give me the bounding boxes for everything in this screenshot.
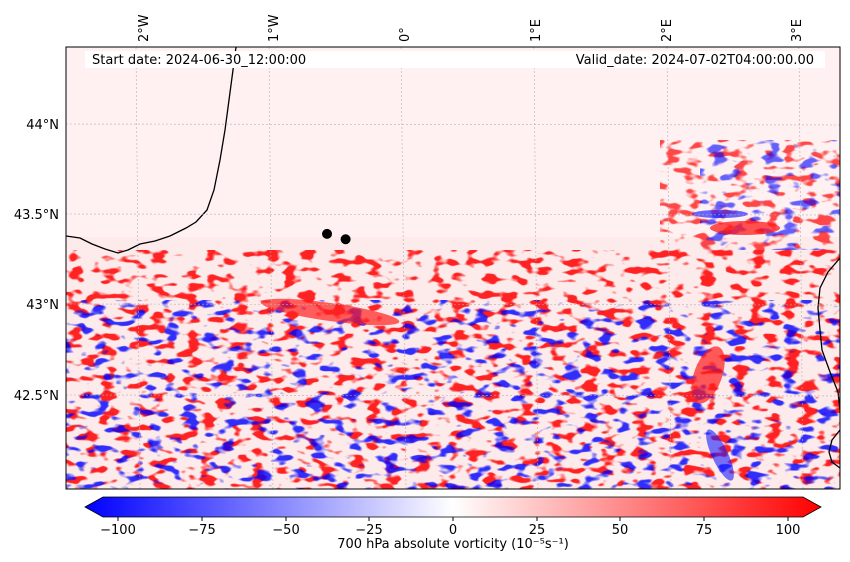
- red-feature: [260, 298, 400, 326]
- colorbar-label: 700 hPa absolute vorticity (10⁻⁵s⁻¹): [337, 537, 569, 552]
- location-marker: [340, 234, 351, 245]
- colorbar-tick-label: 75: [696, 523, 713, 538]
- lon-tick-label: 1°E: [529, 19, 544, 42]
- colorbar-tick-label: 100: [776, 523, 801, 538]
- map-border: [65, 46, 841, 490]
- lon-tick-label: 0°: [398, 27, 413, 42]
- colorbar-tick-label: 0: [449, 523, 457, 538]
- lat-tick-label: 43°N: [26, 298, 59, 313]
- red-feature: [691, 346, 725, 404]
- coastline: [817, 257, 840, 411]
- lon-tick-label: 2°W: [137, 14, 152, 42]
- blue-feature: [692, 210, 748, 218]
- lat-tick-label: 42.5°N: [14, 389, 59, 404]
- lat-tick-label: 44°N: [26, 118, 59, 133]
- longitude-ticks: 2°W 1°W 0° 1°E 2°E 3°E: [137, 14, 805, 42]
- header-strip: [85, 51, 825, 68]
- lat-tick-label: 43.5°N: [14, 208, 59, 223]
- graticule: [66, 47, 840, 489]
- colorbar-tick-label: 50: [612, 523, 629, 538]
- valid-date-label: Valid_date: 2024-07-02T04:00:00.00: [576, 53, 814, 68]
- blue-feature: [706, 429, 734, 481]
- colorbar-tick-label: −25: [355, 523, 382, 538]
- colorbar-ticks: [117, 517, 789, 521]
- coastline: [828, 429, 840, 469]
- colorbar: −100 −75 −50 −25 0 25 50 75 100 700 hPa …: [84, 496, 822, 552]
- lon-tick-label: 1°W: [267, 14, 282, 42]
- lon-tick-label: 2°E: [660, 19, 675, 42]
- lon-tick-label: 3°E: [790, 19, 805, 42]
- start-date-label: Start date: 2024-06-30_12:00:00: [92, 53, 306, 68]
- colorbar-tick-label: 25: [529, 523, 546, 538]
- location-marker: [322, 228, 333, 239]
- colorbar-tick-label: −50: [272, 523, 299, 538]
- coastline: [66, 47, 237, 254]
- map-panel: Start date: 2024-06-30_12:00:00 Valid_da…: [66, 47, 840, 489]
- colorbar-tick-label: −100: [100, 523, 136, 538]
- latitude-ticks: 44°N 43.5°N 43°N 42.5°N: [14, 118, 59, 404]
- colorbar-body: [84, 496, 822, 518]
- northeast-speckle-blue: [700, 140, 840, 250]
- red-feature: [710, 221, 780, 235]
- colorbar-tick-label: −75: [188, 523, 215, 538]
